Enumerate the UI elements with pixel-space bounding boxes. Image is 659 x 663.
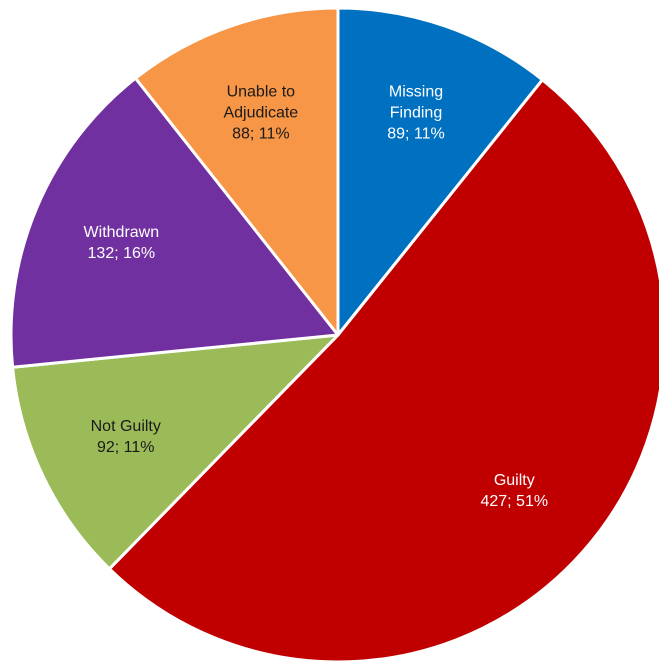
- pie-slice: [107, 78, 659, 663]
- category-label: Guilty: [493, 472, 535, 490]
- pie-slice: [134, 6, 340, 337]
- slice-label: Not Guilty 92; 11%: [78, 416, 174, 458]
- category-label: Unable to Adjudicate: [223, 83, 299, 122]
- slice-label: Guilty 427; 51%: [466, 470, 562, 512]
- slice-label: Withdrawn 132; 16%: [73, 222, 169, 264]
- category-label: Withdrawn: [83, 223, 160, 241]
- value-label: 88; 11%: [232, 125, 290, 143]
- value-label: 92; 11%: [96, 438, 155, 456]
- category-label: Not Guilty: [90, 417, 161, 435]
- category-label: Missing Finding: [388, 83, 444, 122]
- pie-slice: [9, 76, 340, 369]
- slice-label: Unable to Adjudicate 88; 11%: [213, 81, 309, 144]
- value-label: 132; 16%: [87, 244, 156, 262]
- value-label: 427; 51%: [480, 493, 549, 511]
- value-label: 89; 11%: [387, 125, 445, 143]
- slice-label: Missing Finding 89; 11%: [368, 81, 464, 144]
- pie-slice: [11, 333, 340, 571]
- pie-slice: [336, 6, 544, 337]
